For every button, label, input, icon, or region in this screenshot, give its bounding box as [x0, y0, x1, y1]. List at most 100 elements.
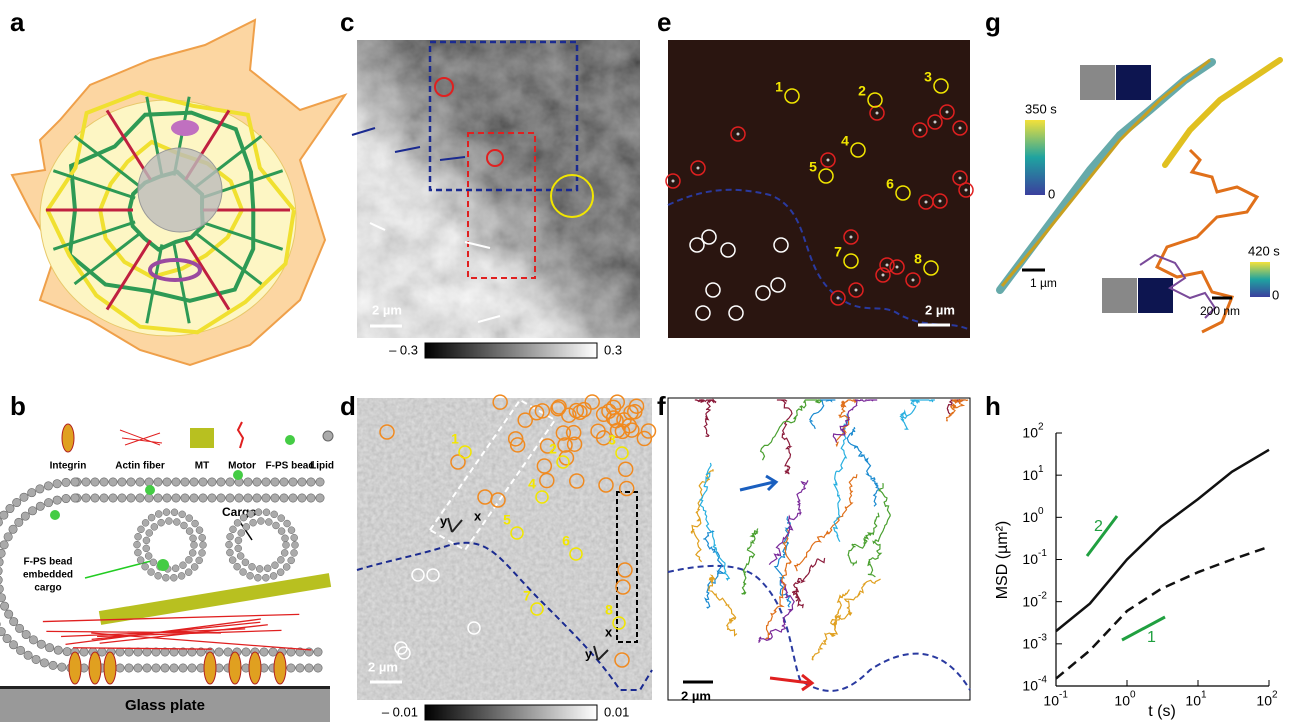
lipid [145, 494, 153, 502]
colorbar-label: 350 s [1025, 101, 1057, 116]
legend-icon [190, 428, 214, 448]
panel-label: d [340, 391, 356, 421]
lipid [143, 545, 150, 552]
lipid [172, 494, 180, 502]
colorbar-label: 0 [1272, 287, 1279, 302]
y-tick-exp: -2 [1038, 590, 1047, 601]
lipid [270, 572, 277, 579]
lipid [161, 664, 169, 672]
spot [850, 236, 853, 239]
y-axis-label: MSD (µm²) [994, 521, 1011, 600]
marker-number: 3 [608, 432, 616, 448]
colorbar [425, 343, 597, 358]
colorbar-label: 420 s [1248, 243, 1280, 258]
lipid [172, 565, 179, 572]
spot [855, 289, 858, 292]
lipid [179, 562, 186, 569]
spot [882, 274, 885, 277]
colorbar-label: – 0.3 [389, 342, 418, 357]
x-tick-exp: 1 [1201, 690, 1207, 701]
bead [50, 510, 60, 520]
lipid [24, 651, 32, 659]
lipid [13, 498, 21, 506]
lipid [199, 534, 206, 541]
lipid [4, 610, 12, 618]
lipid [192, 520, 199, 527]
lipid [190, 494, 198, 502]
legend-icon [62, 424, 74, 452]
lipid [137, 526, 144, 533]
lipid [172, 478, 180, 486]
lipid [256, 565, 263, 572]
lipid [282, 535, 289, 542]
lipid [255, 509, 262, 516]
bead [145, 485, 155, 495]
lipid [142, 519, 149, 526]
lipid [208, 478, 216, 486]
lipid [185, 556, 192, 563]
lipid [244, 494, 252, 502]
trajectory-panel: 350 s 0 420 s 0 1 µm 200 nm [1000, 60, 1280, 332]
lipid [240, 514, 247, 521]
lipid [227, 533, 234, 540]
lipid [116, 648, 124, 656]
lipid [189, 549, 196, 556]
y-tick-label: 10 [1022, 678, 1038, 694]
lipid [71, 494, 79, 502]
marker-number: 6 [886, 176, 894, 192]
lipid [281, 549, 288, 556]
x-tick-exp: -1 [1059, 690, 1068, 701]
lipid [134, 664, 142, 672]
lipid [224, 648, 232, 656]
y-tick-exp: -1 [1038, 548, 1047, 559]
lipid [9, 641, 17, 649]
lipid [316, 478, 324, 486]
lipid [278, 515, 285, 522]
lipid [181, 478, 189, 486]
lipid [296, 664, 304, 672]
lipid [235, 545, 242, 552]
lipid [244, 478, 252, 486]
lipid [54, 646, 62, 654]
lipid [283, 542, 290, 549]
lipid [291, 549, 298, 556]
spot [959, 127, 962, 130]
lipid [15, 624, 23, 632]
lipid [125, 648, 133, 656]
lipid [287, 664, 295, 672]
nucleus [138, 148, 222, 232]
inset-image [1116, 65, 1151, 100]
lipid [289, 478, 297, 486]
lipid [98, 648, 106, 656]
lipid [314, 664, 322, 672]
lipid [277, 569, 284, 576]
panel-label: g [985, 7, 1001, 37]
lipid [215, 648, 223, 656]
spot [925, 201, 928, 204]
lipid [0, 567, 2, 575]
marker-number: 4 [841, 133, 849, 149]
lipid [80, 648, 88, 656]
lipid [152, 664, 160, 672]
integrin [104, 652, 116, 684]
glass-edge [0, 686, 330, 689]
lipid [284, 520, 291, 527]
lipid [40, 659, 48, 667]
lipid [264, 565, 271, 572]
lipid [190, 478, 198, 486]
lipid [16, 646, 24, 654]
image-c: 2 µm – 0.3 0.3 [352, 40, 640, 358]
lipid [62, 494, 70, 502]
x-tick-exp: 0 [1130, 690, 1136, 701]
lipid [146, 529, 153, 536]
lipid [0, 602, 8, 610]
legend-icon [120, 430, 162, 445]
lipid [269, 648, 277, 656]
lipid [307, 478, 315, 486]
panel-label: a [10, 7, 25, 37]
lipid [44, 482, 52, 490]
actin [92, 622, 261, 639]
spot [827, 159, 830, 162]
lipid [237, 552, 244, 559]
lipid [4, 533, 12, 541]
